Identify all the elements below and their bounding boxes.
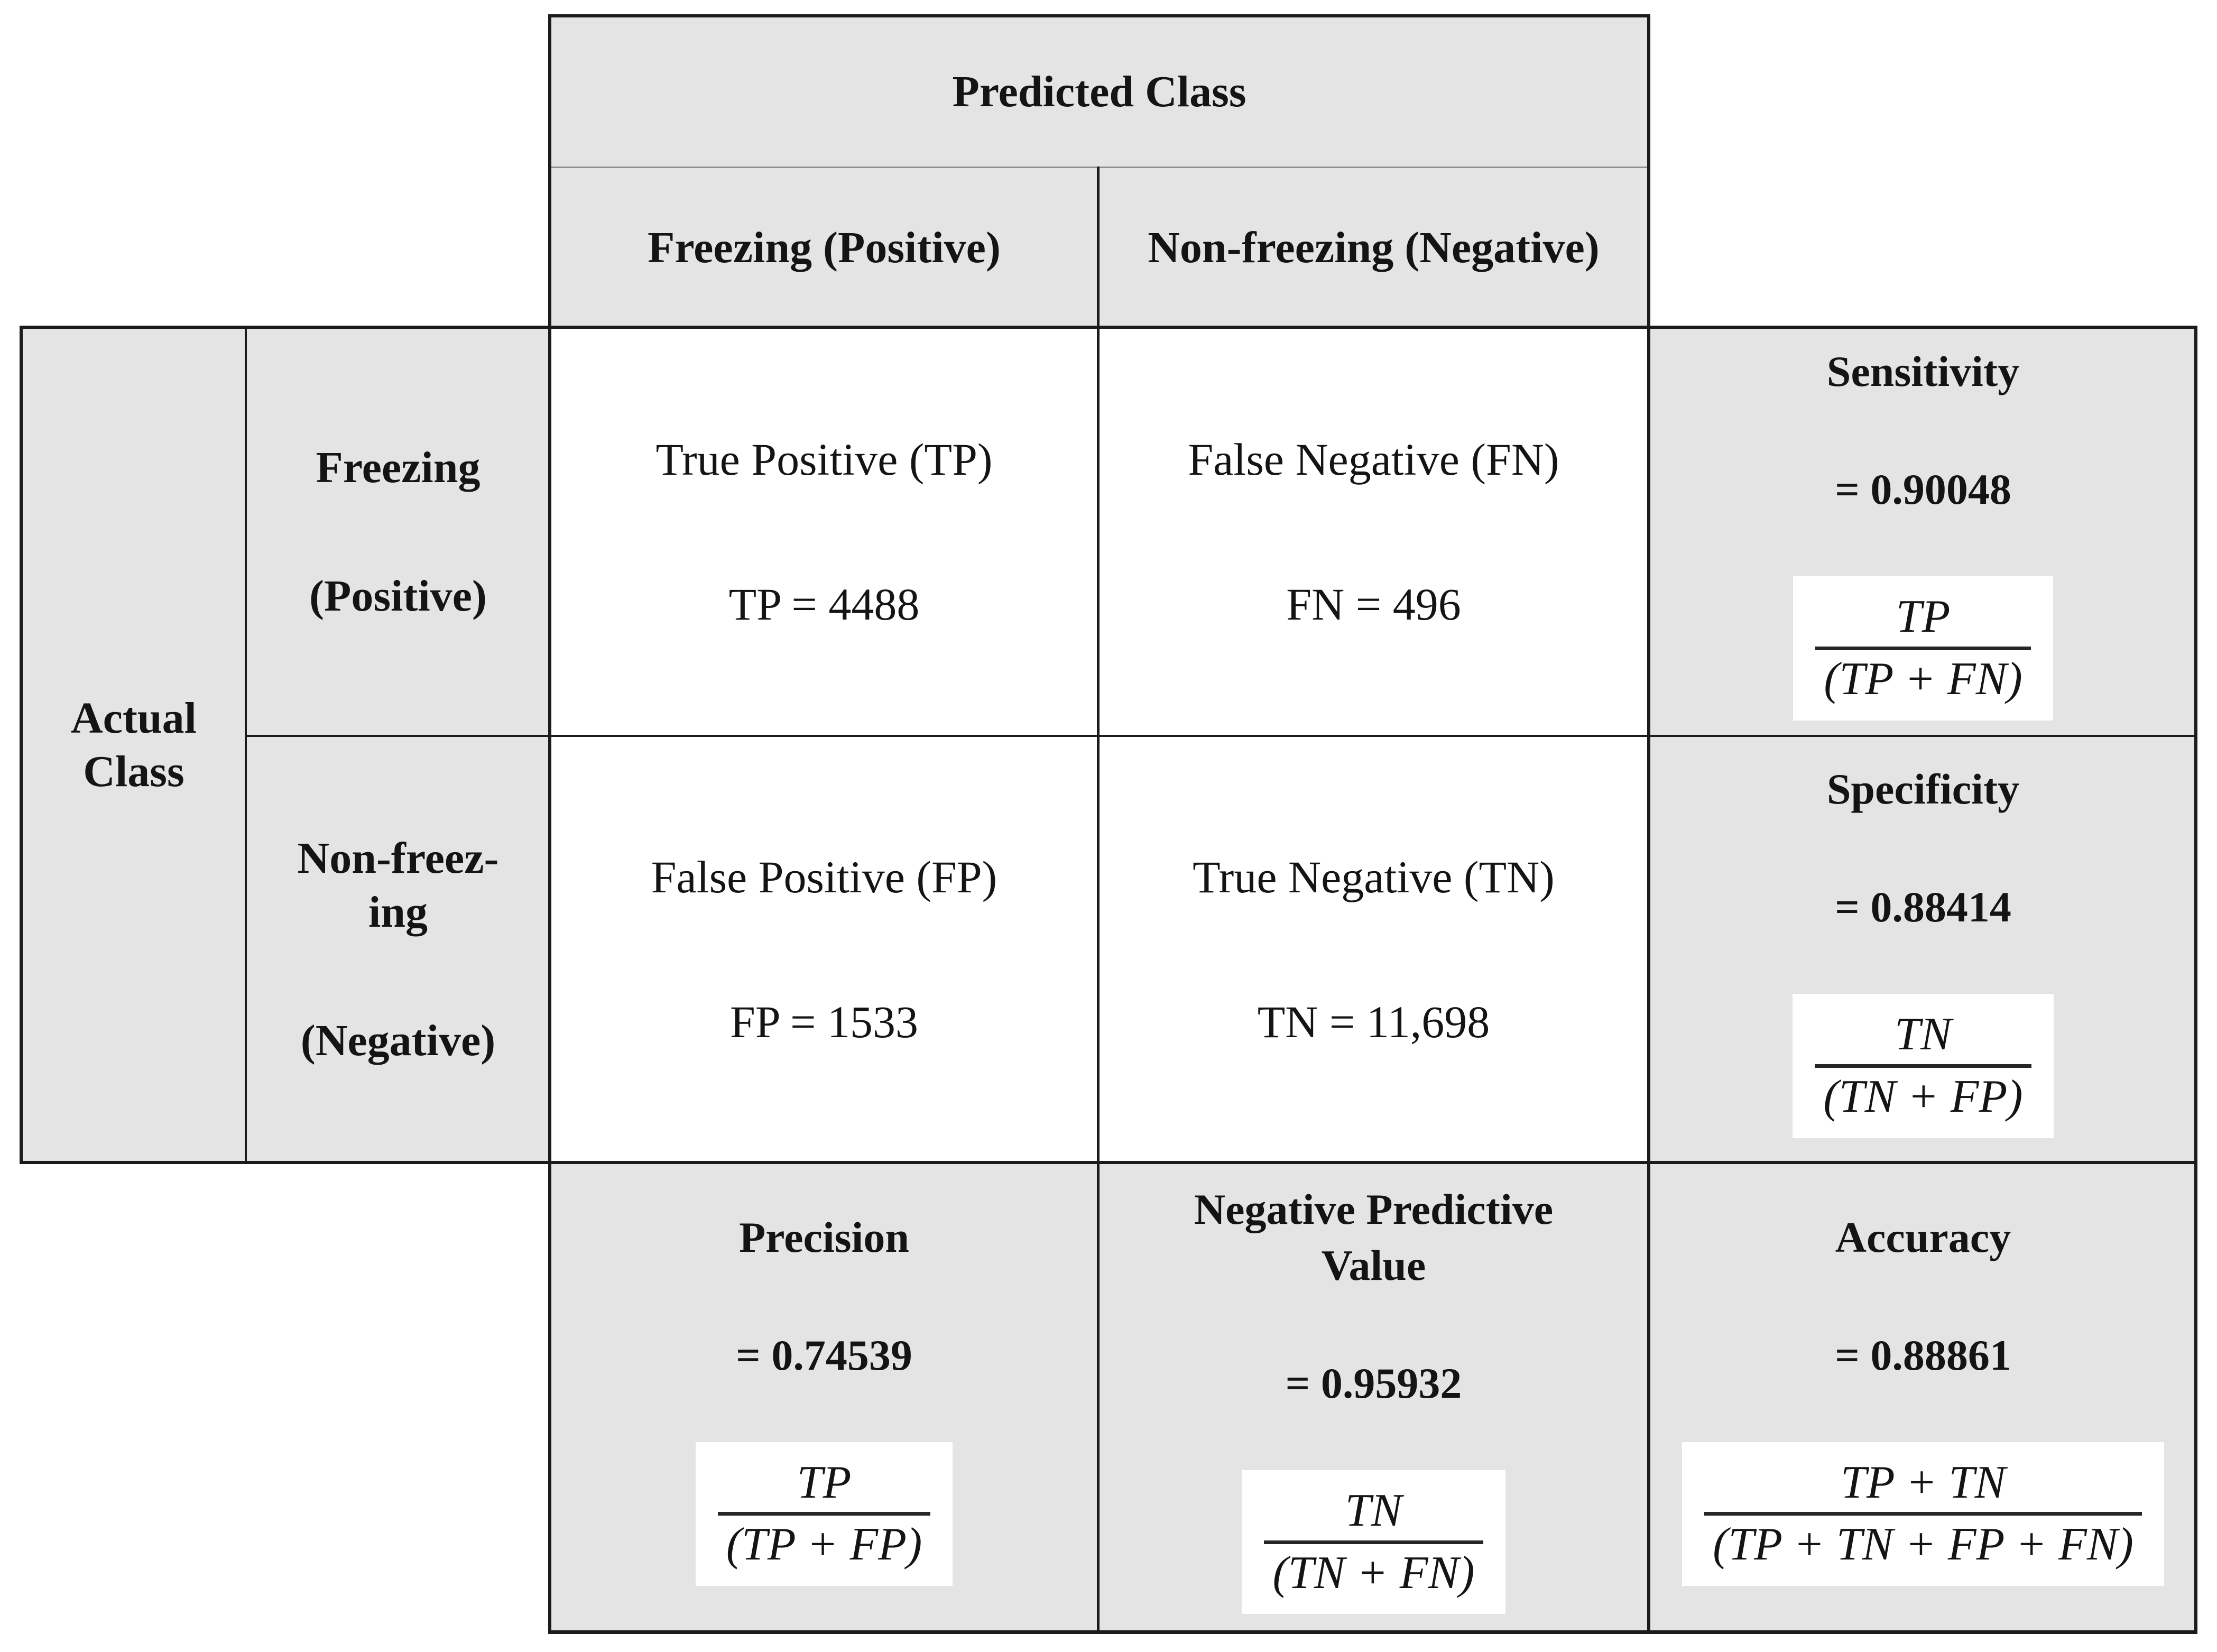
true-negative-cell: True Negative (TN) TN = 11,698 (1098, 736, 1649, 1163)
false-negative-value: FN = 496 (1286, 578, 1461, 630)
fraction: TN (TN + FN) (1264, 1485, 1483, 1599)
row-header-freezing-name: Freezing (316, 443, 481, 493)
accuracy-cell: Accuracy = 0.88861 TP + TN (TP + TN + FP… (1649, 1163, 2197, 1632)
row-header-freezing-qualifier: (Positive) (309, 571, 487, 621)
fraction-numerator: TN (1345, 1485, 1402, 1537)
column-header-nonfreezing-negative-label: Non-freezing (Negative) (1148, 223, 1600, 272)
true-negative-value: TN = 11,698 (1257, 996, 1490, 1047)
true-positive-value: TP = 4488 (728, 578, 920, 630)
sensitivity-cell: Sensitivity = 0.90048 TP (TP + FN) (1649, 328, 2197, 736)
grid-line-bottom (548, 1630, 2197, 1634)
row-header-nonfreezing-name-line1: Non-freez- (297, 833, 499, 883)
fraction: TP (TP + FP) (717, 1456, 931, 1571)
column-header-nonfreezing-negative: Non-freezing (Negative) (1098, 168, 1649, 328)
fraction-numerator: TP + TN (1840, 1456, 2006, 1508)
false-negative-cell: False Negative (FN) FN = 496 (1098, 328, 1649, 736)
fraction: TP (TP + FN) (1815, 591, 2031, 705)
fraction: TN (TN + FP) (1815, 1009, 2031, 1123)
fraction: TP + TN (TP + TN + FP + FN) (1704, 1457, 2142, 1571)
fraction-denominator: (TN + FP) (1815, 1064, 2031, 1123)
negative-predictive-value-cell: Negative Predictive Value = 0.95932 TN (… (1098, 1163, 1649, 1632)
negative-predictive-value-formula: TN (TN + FN) (1242, 1470, 1505, 1614)
grid-line-left-edge (20, 326, 23, 1164)
precision-formula: TP (TP + FP) (695, 1442, 953, 1586)
precision-value: = 0.74539 (736, 1331, 912, 1379)
negative-predictive-value-value: = 0.95932 (1285, 1359, 1462, 1407)
grid-line-col4-col5 (1647, 14, 1650, 1634)
actual-class-label-line2: Class (83, 747, 184, 796)
fraction-denominator: (TP + TN + FP + FN) (1704, 1512, 2142, 1571)
specificity-value: = 0.88414 (1835, 883, 2011, 931)
fraction-denominator: (TN + FN) (1264, 1540, 1483, 1600)
false-positive-label: False Positive (FP) (651, 852, 997, 903)
row-header-nonfreezing-name-line2: ing (368, 888, 428, 937)
true-positive-label: True Positive (TP) (655, 434, 993, 485)
sensitivity-formula: TP (TP + FN) (1793, 576, 2053, 721)
actual-class-header-cell: Actual Class (21, 328, 246, 1163)
actual-class-label-line1: Actual (71, 694, 197, 743)
negative-predictive-value-label: Negative Predictive Value (1194, 1185, 1554, 1290)
accuracy-label: Accuracy (1835, 1213, 2011, 1261)
predicted-class-header-cell: Predicted Class (550, 16, 1649, 168)
row-header-nonfreezing-negative: Non-freez- ing (Negative) (246, 736, 550, 1163)
grid-line-col2-col3 (548, 14, 551, 1634)
false-positive-value: FP = 1533 (730, 996, 918, 1047)
grid-line-row2-row3 (20, 1161, 2197, 1164)
fraction-denominator: (TP + FP) (717, 1512, 931, 1571)
grid-line-col3-col4 (1097, 167, 1100, 1634)
true-positive-cell: True Positive (TP) TP = 4488 (550, 328, 1098, 736)
grid-line-top (548, 14, 1650, 17)
grid-line-row1-top (20, 326, 2197, 329)
predicted-class-label: Predicted Class (952, 67, 1246, 116)
grid-line-right-edge (2194, 326, 2197, 1634)
fraction-numerator: TP (797, 1456, 852, 1508)
false-negative-label: False Negative (FN) (1188, 434, 1559, 485)
fraction-denominator: (TP + FN) (1815, 646, 2031, 706)
row-header-freezing-positive: Freezing (Positive) (246, 328, 550, 736)
false-positive-cell: False Positive (FP) FP = 1533 (550, 736, 1098, 1163)
specificity-label: Specificity (1826, 765, 2020, 814)
specificity-cell: Specificity = 0.88414 TN (TN + FP) (1649, 736, 2197, 1163)
precision-label: Precision (739, 1213, 909, 1261)
precision-cell: Precision = 0.74539 TP (TP + FP) (550, 1163, 1098, 1632)
fraction-numerator: TN (1895, 1009, 1952, 1060)
row-header-nonfreezing-qualifier: (Negative) (300, 1016, 496, 1065)
specificity-formula: TN (TN + FP) (1793, 994, 2054, 1138)
grid-line-col1-col2 (245, 326, 247, 1163)
column-header-freezing-positive: Freezing (Positive) (550, 168, 1098, 328)
grid-line-row1-row2 (245, 735, 2197, 737)
true-negative-label: True Negative (TN) (1193, 852, 1555, 903)
fraction-numerator: TP (1896, 591, 1951, 643)
sensitivity-label: Sensitivity (1826, 347, 2020, 396)
column-header-freezing-positive-label: Freezing (Positive) (648, 223, 1001, 272)
accuracy-value: = 0.88861 (1835, 1331, 2011, 1379)
accuracy-formula: TP + TN (TP + TN + FP + FN) (1682, 1442, 2164, 1586)
sensitivity-value: = 0.90048 (1835, 465, 2011, 514)
